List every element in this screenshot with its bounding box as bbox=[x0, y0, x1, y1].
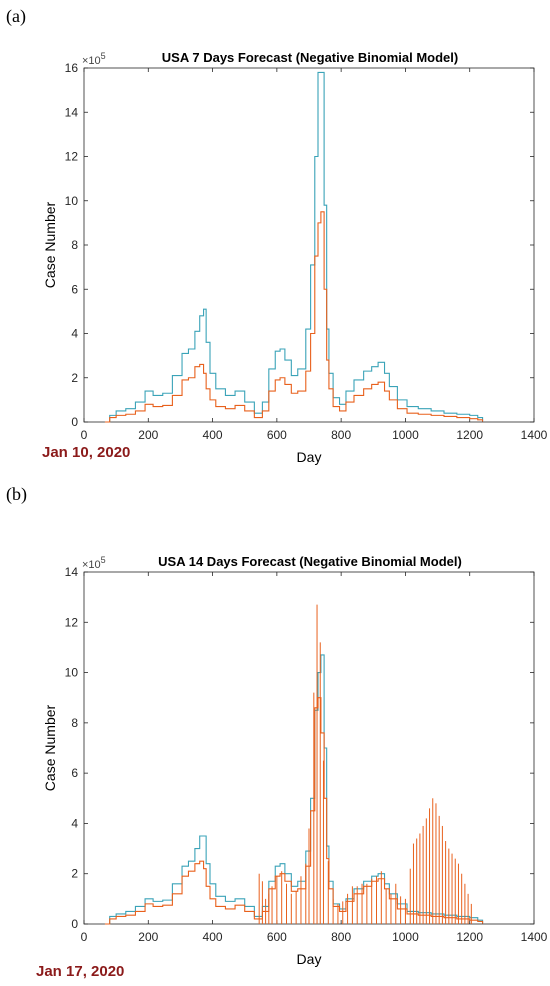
y-tick-label-a-8: 16 bbox=[65, 61, 79, 75]
series-a bbox=[104, 71, 484, 423]
series-line-a-0 bbox=[104, 71, 484, 423]
y-exponent-b: ×105 bbox=[82, 555, 106, 571]
axes-a: 0 200 400 600 800 1000 1200 1400 0 2 4 6 8 10 12 14 16 bbox=[65, 61, 548, 442]
y-tick-label-a-6: 12 bbox=[65, 150, 79, 164]
y-tick-label-a-2: 4 bbox=[71, 327, 78, 341]
y-tick-label-a-3: 6 bbox=[71, 282, 78, 296]
plot-area-a bbox=[83, 67, 535, 423]
y-exponent-a: ×105 bbox=[82, 51, 106, 67]
x-tick-label-a-0: 0 bbox=[81, 428, 88, 442]
x-tick-label-b-5: 1000 bbox=[392, 930, 419, 944]
y-tick-label-b-4: 8 bbox=[71, 716, 78, 730]
y-tick-label-b-0: 0 bbox=[71, 917, 78, 931]
x-tick-label-a-6: 1200 bbox=[456, 428, 483, 442]
chart-title-b: USA 14 Days Forecast (Negative Binomial … bbox=[158, 554, 462, 569]
x-tick-label-a-7: 1400 bbox=[521, 428, 548, 442]
series-line-a-1 bbox=[104, 211, 484, 423]
axes-b: 0 200 400 600 800 1000 1200 1400 0 2 4 6 8 10 12 14 bbox=[65, 565, 548, 944]
y-tick-label-b-5: 10 bbox=[65, 666, 79, 680]
x-tick-label-a-4: 800 bbox=[331, 428, 351, 442]
series-line-b-1 bbox=[104, 697, 484, 925]
x-tick-label-b-4: 800 bbox=[331, 930, 351, 944]
x-tick-label-b-1: 200 bbox=[138, 930, 158, 944]
panel-b: (b) USA 14 Days Forecast (Negative Binom… bbox=[6, 484, 548, 980]
y-tick-label-a-1: 2 bbox=[71, 371, 78, 385]
panel-label-b: (b) bbox=[6, 484, 27, 505]
y-tick-label-a-7: 14 bbox=[65, 105, 79, 119]
y-tick-label-b-2: 4 bbox=[71, 816, 78, 830]
x-tick-label-a-2: 400 bbox=[203, 428, 223, 442]
x-tick-label-b-0: 0 bbox=[81, 930, 88, 944]
series-line-b-0 bbox=[104, 654, 484, 925]
y-axis-label-a: Case Number bbox=[42, 201, 58, 288]
date-note-b: Jan 17, 2020 bbox=[36, 963, 124, 980]
chart-title-a: USA 7 Days Forecast (Negative Binomial M… bbox=[162, 50, 458, 65]
x-axis-label-b: Day bbox=[297, 951, 322, 967]
y-tick-label-a-0: 0 bbox=[71, 415, 78, 429]
y-tick-label-b-6: 12 bbox=[65, 615, 79, 629]
y-tick-label-a-4: 8 bbox=[71, 238, 78, 252]
x-tick-label-a-3: 600 bbox=[267, 428, 287, 442]
date-note-a: Jan 10, 2020 bbox=[42, 444, 130, 461]
x-tick-label-b-2: 400 bbox=[203, 930, 223, 944]
x-tick-label-b-3: 600 bbox=[267, 930, 287, 944]
y-tick-label-b-1: 2 bbox=[71, 867, 78, 881]
y-tick-label-b-3: 6 bbox=[71, 766, 78, 780]
x-tick-label-b-7: 1400 bbox=[521, 930, 548, 944]
x-tick-label-b-6: 1200 bbox=[456, 930, 483, 944]
x-axis-label-a: Day bbox=[297, 449, 322, 465]
panel-a: (a) USA 7 Days Forecast (Negative Binomi… bbox=[6, 6, 548, 465]
x-tick-label-a-1: 200 bbox=[138, 428, 158, 442]
y-axis-label-b: Case Number bbox=[42, 704, 58, 791]
x-tick-label-a-5: 1000 bbox=[392, 428, 419, 442]
y-tick-label-a-5: 10 bbox=[65, 194, 79, 208]
panel-label-a: (a) bbox=[6, 6, 26, 27]
y-tick-label-b-7: 14 bbox=[65, 565, 79, 579]
series-b bbox=[104, 604, 484, 925]
